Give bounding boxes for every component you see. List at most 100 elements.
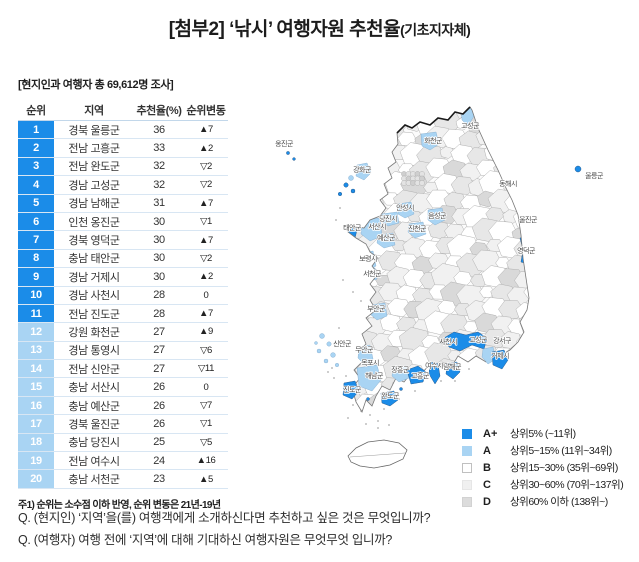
question-local: Q. (현지인) ‘지역’을(를) 여행객에게 소개하신다면 추천하고 싶은 것…: [18, 511, 431, 525]
header-change: 순위변동: [186, 104, 226, 117]
map-region-label: 여수시: [425, 361, 443, 370]
rate-cell: 27: [153, 325, 165, 338]
table-row: 2 전남 고흥군 33 ▲2: [18, 139, 228, 158]
rate-cell: 32: [153, 160, 165, 173]
rate-cell: 24: [153, 454, 165, 467]
change-cell: 0: [203, 381, 209, 393]
legend-row: A 상위5~15% (11위~34위): [462, 442, 623, 459]
region-cell: 경남 고성군: [68, 179, 120, 192]
rank-cell: 9: [18, 268, 54, 286]
change-cell: ▽11: [198, 363, 214, 375]
region-cell: 경북 울진군: [68, 418, 120, 431]
legend-desc: 상위60% 이하 (138위~): [510, 496, 608, 508]
map-region-label: 안성시: [396, 203, 414, 212]
legend-row: C 상위30~60% (70위~137위): [462, 476, 624, 493]
map-region-label: 무안군: [355, 345, 374, 354]
map-region-label: 옹진군: [275, 139, 294, 148]
map-region-label: 울진군: [519, 215, 538, 224]
rate-cell: 32: [153, 178, 165, 191]
legend-row: D 상위60% 이하 (138위~): [462, 493, 623, 510]
change-cell: ▽2: [200, 252, 212, 264]
header-rank: 순위: [26, 104, 46, 117]
rank-cell: 1: [18, 121, 54, 139]
map-region-label: 고성군: [469, 335, 488, 344]
change-cell: ▲7: [199, 234, 213, 246]
rank-cell: 8: [18, 249, 54, 268]
jeju-island: [347, 439, 408, 469]
change-cell: ▲9: [199, 326, 213, 338]
tier-a-island-patches: [314, 162, 497, 392]
rate-cell: 30: [153, 215, 165, 228]
korea-choropleth-map: 옹진군 울릉군 고성군 화천군 강화군 동해시 안성시 음성군 당진시 서산시 태안군 진천군 예산군 보…: [258, 68, 639, 483]
legend-swatch: [462, 496, 472, 507]
rate-cell: 28: [153, 289, 165, 302]
change-cell: ▽2: [200, 179, 212, 191]
rank-cell: 2: [18, 139, 54, 157]
rank-cell: 20: [18, 470, 54, 488]
map-region-label: 서천군: [363, 269, 382, 278]
region-cell: 충남 서천군: [68, 474, 120, 487]
legend-row: A+ 상위5% (~11위): [462, 425, 623, 442]
header-rate: 추천율(%): [136, 104, 182, 117]
table-row: 1 경북 울릉군 36 ▲7: [18, 121, 228, 140]
change-cell: ▲16: [196, 455, 216, 467]
region-cell: 인천 옹진군: [68, 216, 120, 229]
coastal-island-specks: [327, 207, 470, 429]
rank-cell: 16: [18, 396, 54, 415]
rate-cell: 26: [153, 381, 165, 394]
map-region-label: 부안군: [367, 304, 386, 313]
map-region-label: 고흥군: [411, 371, 430, 380]
change-cell: 0: [203, 289, 209, 301]
table-row: 6 인천 옹진군 30 ▽1: [18, 212, 228, 232]
table-row: 17 경북 울진군 26 ▽1: [18, 415, 228, 434]
rank-cell: 10: [18, 286, 54, 304]
region-cell: 경남 통영시: [68, 345, 120, 358]
region-cell: 경남 거제시: [68, 271, 120, 284]
table-row: 20 충남 서천군 23 ▲5: [18, 470, 228, 489]
map-region-label: 진도군: [343, 385, 362, 394]
map-region-label: 거제시: [491, 351, 509, 360]
region-cell: 경남 사천시: [68, 290, 120, 303]
rate-cell: 36: [153, 123, 165, 136]
rate-cell: 30: [153, 270, 165, 283]
map-region-label: 동해시: [499, 179, 517, 188]
region-cell: 충남 당진시: [68, 437, 120, 450]
legend-desc: 상위5~15% (11위~34위): [510, 445, 612, 457]
table-row: 4 경남 고성군 32 ▽2: [18, 176, 228, 195]
rank-cell: 17: [18, 415, 54, 433]
rate-cell: 30: [153, 234, 165, 247]
map-region-label: 강서구: [493, 336, 512, 345]
map-region-label: 음성군: [428, 211, 447, 220]
map-legend: A+ 상위5% (~11위) A 상위5~15% (11위~34위) B 상위15~30%…: [462, 425, 624, 510]
page-title: [첨부2] ‘낚시’ 여행자원 추천율(기초지자체): [0, 14, 639, 41]
change-cell: ▲7: [199, 124, 213, 136]
region-cell: 전남 진도군: [68, 308, 120, 321]
change-cell: ▲7: [199, 308, 213, 320]
change-cell: ▲5: [199, 473, 213, 485]
region-cell: 충남 서산시: [68, 382, 120, 395]
rate-cell: 30: [153, 252, 165, 265]
rank-cell: 7: [18, 231, 54, 249]
change-cell: ▲2: [199, 142, 213, 154]
map-region-label: 신안군: [333, 339, 352, 348]
legend-swatch: [462, 479, 472, 490]
table-row: 3 전남 완도군 32 ▽2: [18, 157, 228, 177]
rank-cell: 6: [18, 212, 54, 231]
rank-cell: 13: [18, 341, 54, 360]
region-cell: 전남 고흥군: [68, 143, 120, 156]
map-region-label: 장흥군: [391, 365, 410, 374]
map-region-label: 사천시: [439, 337, 457, 346]
legend-desc: 상위15~30% (35위~69위): [510, 462, 618, 474]
rank-cell: 19: [18, 452, 54, 470]
question-traveler: Q. (여행자) 여행 전에 ‘지역’에 대해 기대하신 여행자원은 무엇무엇 …: [18, 533, 393, 547]
table-header-row: 순위 지역 추천율(%) 순위변동: [18, 99, 228, 121]
map-region-label: 강화군: [353, 165, 372, 174]
rate-cell: 27: [153, 344, 165, 357]
map-region-label: 영덕군: [517, 246, 536, 255]
legend-swatch: [462, 445, 472, 456]
rate-cell: 26: [153, 417, 165, 430]
legend-swatch: [462, 462, 472, 473]
header-region: 지역: [84, 104, 104, 117]
rank-cell: 5: [18, 194, 54, 212]
